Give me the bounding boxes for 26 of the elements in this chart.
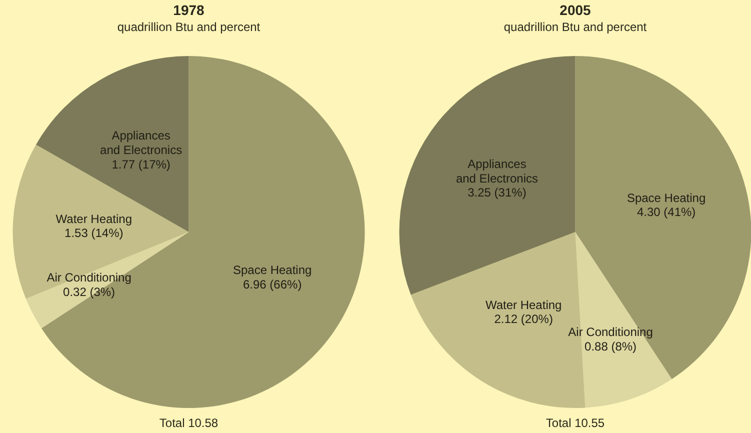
slice-label: Appliances and Electronics [100,128,182,157]
slice-label: Space Heating [232,263,312,278]
slice-label: Air Conditioning [568,324,653,339]
chart-subtitle: quadrillion Btu and percent [117,20,261,34]
data-label: 3.25 (31%) [468,186,526,200]
data-label: 6.96 (66%) [242,278,302,292]
slice-label: Air Conditioning [46,270,132,284]
slice-label: Space Heating [626,190,706,205]
slice-label: Appliances and Electronics [456,156,538,186]
pie-slice [399,56,576,295]
data-label: 1.77 (17%) [112,157,170,172]
pie-slice [410,232,586,408]
data-label: 0.32 (3%) [63,284,116,299]
slice-label: Water Heating [56,212,132,226]
data-label: 0.88 (8%) [584,339,637,354]
chart-title: 1978 [173,2,205,18]
text: Total 10.55 [546,416,605,430]
slice-label: Water Heating [485,298,562,312]
chart-subtitle: quadrillion Btu and percent [504,20,648,34]
text: Total 10.58 [159,416,218,430]
data-label: 4.30 (41%) [636,205,696,220]
pie-slice [12,144,189,299]
chart-title: 2005 [560,2,592,18]
data-label: 1.53 (14%) [64,226,124,240]
pie-slice [41,56,365,408]
data-label: 2.12 (20%) [494,312,553,326]
